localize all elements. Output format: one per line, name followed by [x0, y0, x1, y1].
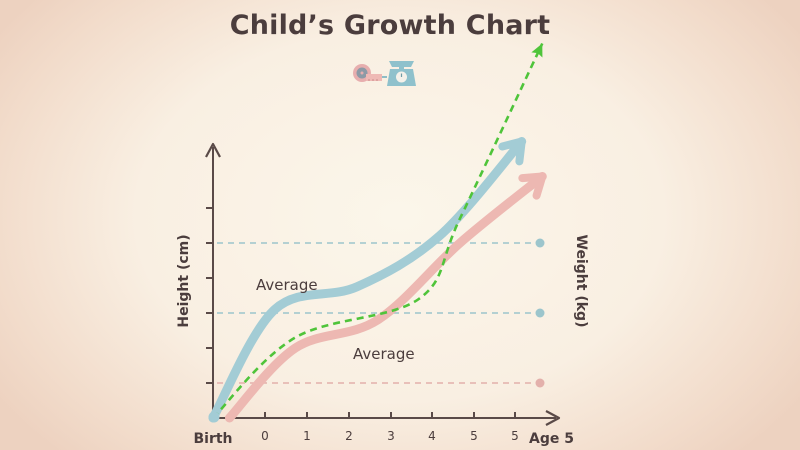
x-tick-label: 5	[470, 429, 478, 443]
pink-reference-dot	[535, 378, 545, 388]
height-line	[208, 137, 527, 423]
chart-title: Child’s Growth Chart	[229, 10, 551, 41]
x-tick-label: 3	[387, 429, 395, 443]
weight-series	[224, 172, 547, 423]
trend-series	[212, 42, 544, 419]
y2-axis-label: Weight (kg)	[573, 235, 589, 328]
measuring-tape-icon	[353, 64, 387, 82]
weight-arrowhead	[518, 172, 547, 200]
origin-dot	[208, 411, 220, 423]
scale-icon	[387, 61, 416, 86]
average-label-weight: Average	[353, 345, 415, 363]
y-axis-label: Height (cm)	[176, 234, 192, 327]
trend-line	[212, 42, 544, 419]
x-tick-label: 4	[428, 429, 436, 443]
average-label-height: Average	[256, 276, 318, 294]
trend-arrowhead	[531, 43, 543, 58]
x-tick-label: 5	[511, 429, 519, 443]
average-blue-reference-dot	[535, 308, 545, 318]
upper-blue-reference-dot	[535, 238, 545, 248]
x-tick-label: 1	[303, 429, 311, 443]
x-axis-label: Age 5	[529, 431, 574, 447]
weight-line	[224, 172, 547, 423]
y-axis-arrow	[205, 142, 221, 158]
x-tick-label-birth: Birth	[193, 431, 232, 447]
x-tick-label: 0	[261, 429, 269, 443]
x-tick-label: 2	[345, 429, 353, 443]
x-axis-arrow	[545, 410, 561, 426]
height-arrowhead	[498, 137, 526, 166]
height-series	[208, 137, 527, 423]
